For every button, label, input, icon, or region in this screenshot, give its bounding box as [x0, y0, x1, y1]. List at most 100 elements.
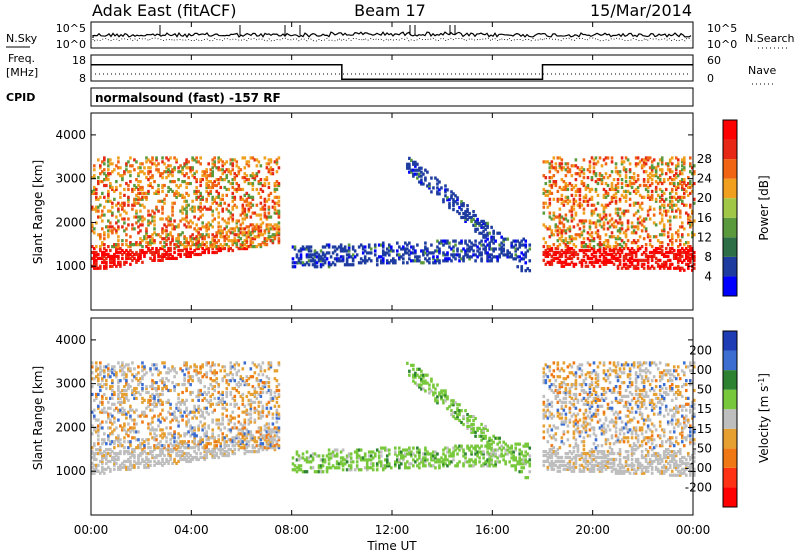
heatmap-cell	[229, 402, 233, 406]
heatmap-cell	[556, 215, 560, 219]
heatmap-cell	[107, 426, 110, 430]
heatmap-cell	[197, 457, 200, 462]
heatmap-cell	[490, 247, 493, 251]
heatmap-cell	[460, 204, 463, 208]
heatmap-cell	[670, 243, 674, 247]
heatmap-cell	[628, 252, 632, 257]
heatmap-cell	[548, 262, 552, 266]
heatmap-cell	[211, 225, 214, 229]
heatmap-cell	[345, 263, 349, 267]
heatmap-cell	[309, 454, 313, 458]
heatmap-cell	[590, 213, 594, 217]
heatmap-cell	[203, 237, 206, 241]
heatmap-cell	[145, 160, 148, 164]
heatmap-cell	[121, 388, 124, 393]
heatmap-cell	[193, 172, 196, 176]
heatmap-cell	[452, 192, 455, 196]
heatmap-cell	[207, 246, 210, 251]
heatmap-cell	[171, 239, 174, 243]
heatmap-cell	[185, 205, 188, 209]
heatmap-cell	[221, 229, 225, 233]
heatmap-cell	[191, 398, 194, 402]
heatmap-cell	[496, 257, 499, 261]
heatmap-cell	[129, 467, 132, 471]
heatmap-cell	[582, 183, 586, 188]
heatmap-cell	[123, 436, 126, 440]
heatmap-cell	[594, 221, 598, 225]
heatmap-cell	[500, 241, 503, 245]
heatmap-cell	[135, 193, 138, 197]
heatmap-cell	[259, 394, 263, 399]
heatmap-cell	[117, 444, 120, 448]
heatmap-cell	[664, 246, 668, 251]
heatmap-cell	[564, 260, 568, 264]
heatmap-cell	[181, 383, 184, 387]
heatmap-cell	[642, 217, 646, 221]
heatmap-cell	[101, 241, 104, 245]
heatmap-cell	[592, 203, 596, 207]
heatmap-cell	[253, 371, 257, 375]
heatmap-cell	[265, 176, 269, 180]
heatmap-cell	[243, 434, 247, 438]
heatmap-cell	[604, 156, 608, 160]
heatmap-cell	[113, 392, 116, 397]
heatmap-cell	[251, 237, 255, 241]
heatmap-cell	[510, 245, 513, 249]
heatmap-cell	[207, 193, 210, 197]
heatmap-cell	[686, 250, 690, 255]
heatmap-cell	[259, 201, 263, 205]
heatmap-cell	[616, 229, 620, 233]
heatmap-cell	[381, 253, 385, 257]
heatmap-cell	[235, 402, 239, 406]
heatmap-cell	[93, 164, 96, 168]
heatmap-cell	[656, 193, 660, 197]
heatmap-cell	[109, 172, 112, 176]
heatmap-cell	[107, 438, 110, 442]
heatmap-cell	[646, 258, 650, 262]
heatmap-cell	[107, 448, 110, 452]
noise-left-top-tick: 10^5	[56, 22, 86, 35]
heatmap-cell	[558, 217, 562, 221]
heatmap-cell	[422, 261, 425, 265]
heatmap-cell	[634, 252, 638, 257]
heatmap-cell	[680, 195, 684, 199]
heatmap-cell	[249, 416, 253, 420]
heatmap-cell	[494, 239, 497, 243]
heatmap-cell	[482, 233, 485, 237]
heatmap-cell	[111, 260, 114, 264]
heatmap-cell	[660, 172, 664, 176]
heatmap-cell	[363, 259, 367, 263]
heatmap-cell	[387, 243, 391, 247]
heatmap-cell	[99, 459, 102, 464]
heatmap-cell	[227, 239, 231, 243]
heatmap-cell	[476, 217, 479, 222]
heatmap-cell	[177, 248, 180, 253]
heatmap-cell	[107, 451, 110, 456]
heatmap-cell	[161, 199, 164, 203]
heatmap-cell	[183, 446, 186, 450]
heatmap-cell	[263, 183, 267, 188]
heatmap-cell	[261, 442, 265, 446]
heatmap-cell	[572, 203, 576, 207]
heatmap-cell	[173, 168, 176, 172]
heatmap-cell	[231, 365, 235, 369]
heatmap-cell	[466, 207, 469, 212]
heatmap-cell	[654, 170, 658, 174]
heatmap-cell	[271, 241, 275, 245]
heatmap-cell	[255, 440, 259, 444]
heatmap-cell	[524, 251, 528, 255]
heatmap-cell	[109, 451, 112, 456]
heatmap-cell	[205, 455, 208, 460]
heatmap-cell	[554, 246, 558, 251]
heatmap-cell	[99, 449, 102, 454]
heatmap-cell	[133, 465, 136, 469]
heatmap-cell	[227, 244, 231, 249]
heatmap-cell	[630, 225, 634, 229]
heatmap-cell	[652, 174, 656, 178]
heatmap-cell	[606, 203, 610, 207]
heatmap-cell	[273, 183, 277, 188]
heatmap-cell	[213, 444, 217, 448]
heatmap-cell	[93, 398, 96, 402]
heatmap-cell	[165, 252, 168, 257]
heatmap-cell	[97, 215, 100, 219]
